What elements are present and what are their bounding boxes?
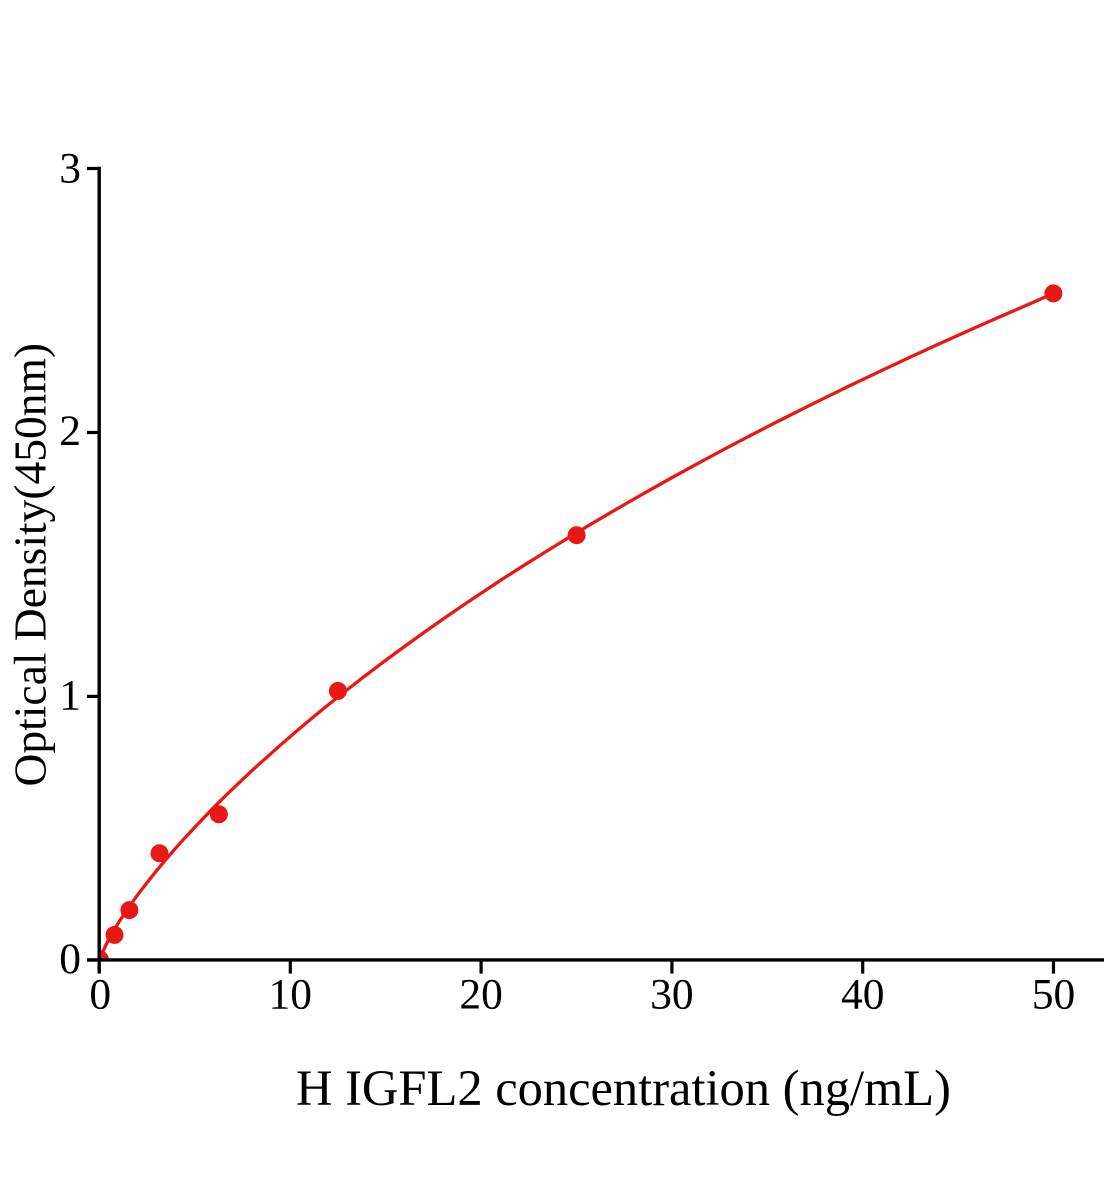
svg-text:Optical Density(450nm): Optical Density(450nm) <box>5 343 56 787</box>
svg-text:20: 20 <box>459 970 503 1018</box>
svg-text:40: 40 <box>841 970 885 1018</box>
svg-text:50: 50 <box>1032 970 1076 1018</box>
svg-text:30: 30 <box>650 970 694 1018</box>
svg-text:0: 0 <box>89 970 111 1018</box>
svg-text:H IGFL2 concentration (ng/mL): H IGFL2 concentration (ng/mL) <box>296 1060 951 1116</box>
svg-text:2: 2 <box>59 407 81 455</box>
svg-text:3: 3 <box>59 145 81 193</box>
svg-text:10: 10 <box>269 970 313 1018</box>
svg-text:0: 0 <box>59 935 81 983</box>
svg-text:1: 1 <box>59 672 81 720</box>
